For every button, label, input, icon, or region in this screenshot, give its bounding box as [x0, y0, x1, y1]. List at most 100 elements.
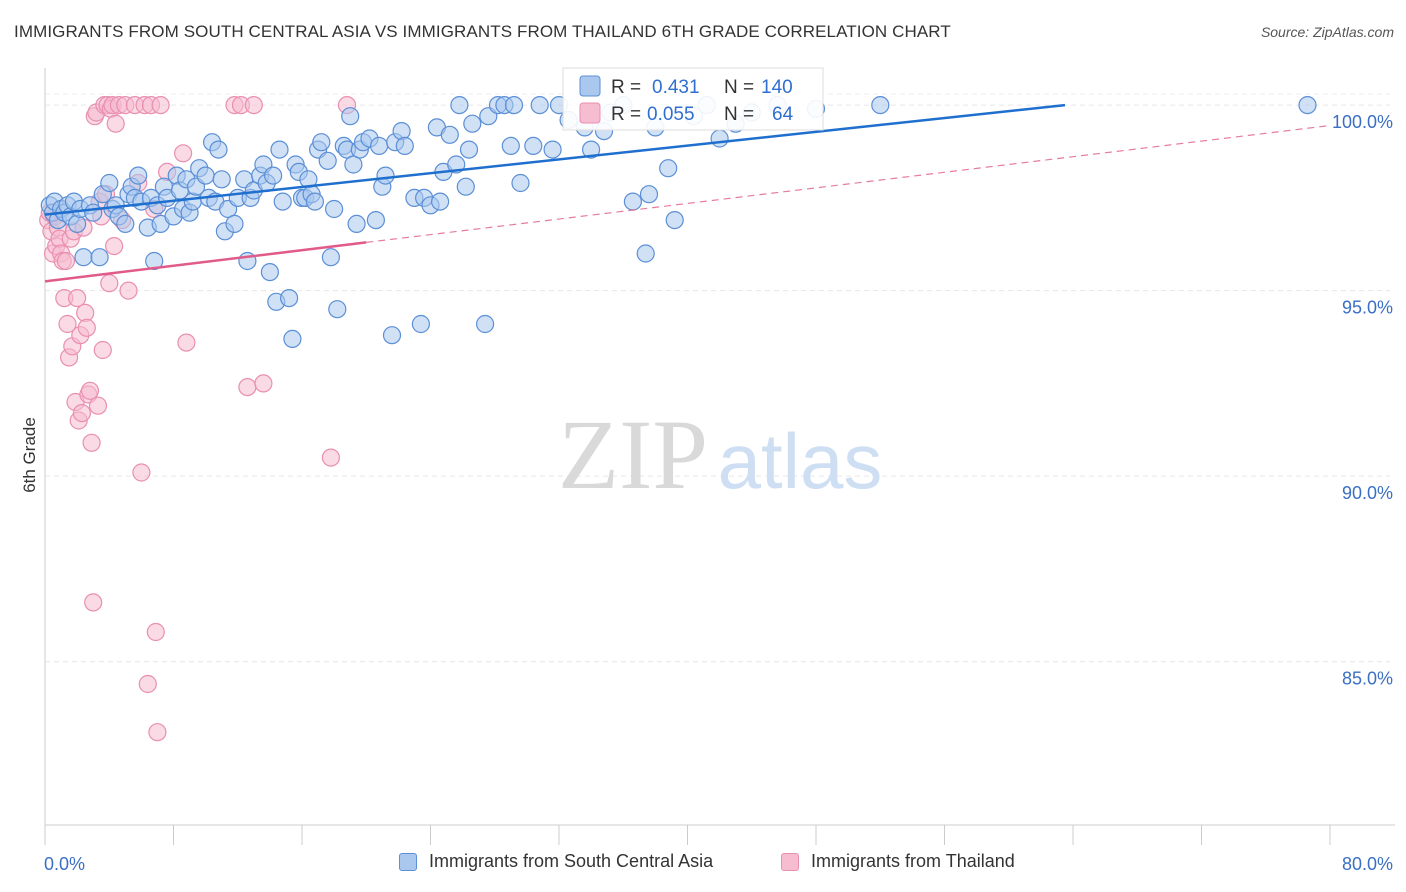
south-central-asia-point-14: [90, 248, 109, 267]
thailand-point-62: [238, 378, 257, 397]
south-central-asia-point-117: [543, 140, 562, 159]
south-central-asia-point-139: [1298, 95, 1317, 115]
south-central-asia-point-28: [145, 251, 164, 271]
south-central-asia-point-133: [710, 129, 729, 148]
thailand-point-26: [80, 381, 100, 400]
south-central-asia-point-116: [530, 95, 549, 115]
stats-pink-r-value: 0.055: [647, 104, 695, 125]
south-central-asia-point-113: [504, 95, 524, 115]
south-central-asia-point-77: [325, 199, 344, 219]
stats-pink-n-value: 64: [772, 104, 794, 125]
thailand-point-51: [138, 674, 157, 694]
stats-blue-swatch: [579, 75, 601, 97]
trend-lines: [44, 103, 1331, 283]
south-central-asia-point-75: [318, 151, 337, 170]
south-central-asia-point-108: [476, 314, 495, 334]
south-central-asia-point-125: [623, 192, 643, 211]
south-central-asia-point-130: [665, 211, 684, 230]
legend-swatch-pink: [781, 852, 799, 871]
south-central-asia-point-74: [312, 133, 331, 152]
series-south-central-asia-points: [40, 95, 1317, 348]
south-central-asia-point-62: [270, 140, 289, 159]
watermark-atlas: atlas: [718, 417, 883, 505]
south-central-asia-point-76: [321, 248, 340, 267]
south-central-asia-point-11: [74, 248, 93, 267]
south-central-asia-point-115: [524, 136, 543, 155]
south-central-asia-point-20: [116, 214, 135, 233]
x-tick-labels: 0.0% 80.0%: [44, 854, 1393, 874]
south-central-asia-point-93: [392, 122, 411, 141]
south-central-asia-point-127: [639, 185, 659, 204]
south-central-asia-point-50: [225, 214, 244, 233]
south-central-asia-point-81: [341, 107, 360, 126]
y-tick-label-95: 95.0%: [1342, 298, 1393, 318]
south-central-asia-point-83: [347, 214, 366, 233]
legend-swatch-blue: [399, 852, 417, 871]
axes: [44, 68, 1395, 845]
source-label[interactable]: Source: ZipAtlas.com: [1260, 24, 1394, 40]
south-central-asia-point-24: [129, 166, 148, 185]
watermark: ZIP atlas: [558, 399, 882, 510]
legend-item-south-central-asia[interactable]: Immigrants from South Central Asia: [399, 851, 713, 872]
south-central-asia-point-72: [305, 192, 324, 211]
y-tick-label-90: 90.0%: [1342, 483, 1393, 503]
stats-blue-n-label: N =: [724, 77, 754, 98]
y-tick-labels: 85.0% 90.0% 95.0% 100.0%: [1332, 112, 1393, 689]
thailand-point-34: [93, 340, 112, 360]
gridlines: [45, 93, 1390, 663]
thailand-point-59: [177, 333, 196, 352]
thailand-point-49: [132, 463, 151, 482]
x-tick-label-0: 0.0%: [44, 854, 85, 874]
thailand-point-18: [67, 289, 87, 308]
south-central-asia-point-91: [382, 326, 402, 345]
thailand-point-55: [148, 723, 167, 742]
south-central-asia-point-106: [459, 140, 479, 159]
south-central-asia-point-138: [871, 95, 890, 115]
south-central-asia-point-102: [440, 125, 459, 144]
south-central-asia-point-13: [84, 203, 103, 222]
south-central-asia-point-47: [212, 170, 231, 189]
stats-blue-n-value: 140: [761, 77, 793, 98]
south-central-asia-point-126: [636, 244, 655, 263]
south-central-asia-point-78: [328, 300, 347, 319]
legend-item-thailand[interactable]: Immigrants from Thailand: [781, 851, 1015, 872]
stats-pink-swatch: [579, 102, 601, 124]
thailand-point-63: [244, 95, 263, 115]
stats-pink-r-label: R =: [611, 104, 641, 125]
legend-label-south-central-asia: Immigrants from South Central Asia: [429, 851, 714, 871]
thailand-point-31: [88, 396, 108, 415]
south-central-asia-point-94: [395, 136, 414, 155]
south-central-asia-point-121: [581, 140, 601, 159]
stats-box: R = 0.431 N = 140 R = 0.055 N = 64: [562, 67, 824, 131]
south-central-asia-point-9: [67, 214, 87, 233]
thailand-point-24: [77, 318, 96, 337]
stats-blue-r-label: R =: [611, 77, 641, 98]
south-central-asia-point-88: [370, 136, 389, 155]
south-central-asia-point-114: [511, 173, 530, 193]
legend: Immigrants from South Central Asia Immig…: [0, 851, 1406, 881]
south-central-asia-point-96: [411, 314, 430, 334]
thailand-point-42: [106, 114, 125, 133]
thailand-trend-solid: [44, 241, 367, 283]
thailand-point-64: [254, 374, 273, 393]
south-central-asia-point-105: [456, 177, 475, 196]
south-central-asia-point-59: [260, 263, 279, 282]
south-central-asia-point-63: [273, 192, 292, 211]
thailand-trend-dashed: [366, 124, 1331, 244]
south-central-asia-point-90: [376, 166, 395, 185]
south-central-asia-point-129: [659, 159, 678, 178]
stats-blue-r-value: 0.431: [652, 77, 700, 98]
thailand-point-58: [174, 144, 193, 163]
south-central-asia-point-64: [280, 289, 299, 308]
thailand-point-12: [58, 314, 77, 334]
thailand-point-28: [84, 593, 103, 612]
south-central-asia-point-107: [463, 114, 482, 133]
y-axis-label: 6th Grade: [20, 417, 39, 493]
south-central-asia-point-39: [183, 192, 202, 211]
thailand-point-46: [119, 281, 138, 300]
thailand-point-21: [72, 404, 92, 423]
south-central-asia-point-87: [366, 211, 385, 230]
south-central-asia-point-42: [196, 166, 215, 185]
thailand-point-56: [151, 95, 170, 115]
